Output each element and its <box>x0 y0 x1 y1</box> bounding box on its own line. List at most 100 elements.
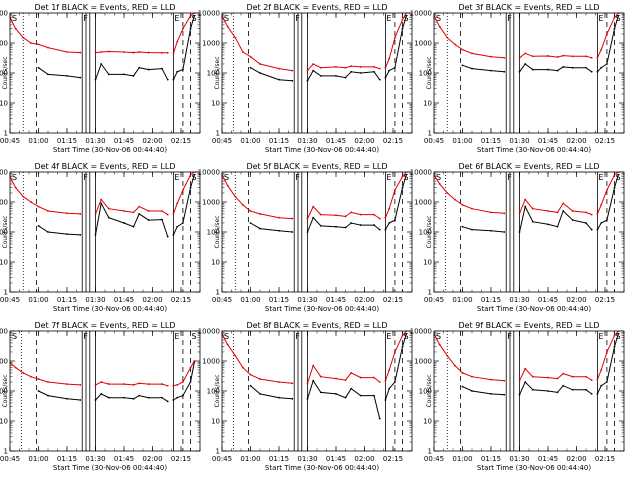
panel-title: Det 3f BLACK = Events, RED = LLD <box>458 3 599 12</box>
data-point-lld <box>401 18 404 21</box>
data-point-lld <box>234 354 237 357</box>
y-tick-label: 10000 <box>198 328 220 336</box>
marker-letter-e: E <box>386 173 391 182</box>
x-tick-label: 00:45 <box>212 455 232 463</box>
data-point-lld <box>147 210 150 212</box>
y-tick-label: 10 <box>423 100 432 108</box>
data-point-events <box>189 381 192 383</box>
data-point-events <box>47 394 49 397</box>
x-tick-label: 01:00 <box>452 137 472 145</box>
data-point-lld <box>79 383 82 386</box>
data-point-lld <box>123 383 125 385</box>
plot-frame <box>221 12 413 134</box>
data-point-lld <box>454 43 456 46</box>
data-point-lld <box>596 213 599 215</box>
y-tick-label: 10000 <box>410 169 432 177</box>
data-point-events <box>291 397 294 400</box>
x-tick-label: 01:30 <box>297 296 317 304</box>
data-point-events <box>461 64 464 67</box>
x-tick-label: 00:45 <box>424 296 444 304</box>
marker-letter-e: E <box>386 14 391 23</box>
data-point-lld <box>107 207 110 210</box>
data-point-events <box>94 399 97 401</box>
data-point-events <box>37 66 40 69</box>
data-point-events <box>306 79 309 82</box>
data-point-events <box>405 333 408 335</box>
data-point-lld <box>454 364 456 367</box>
data-point-lld <box>172 52 175 55</box>
data-point-lld <box>562 372 565 375</box>
data-point-events <box>47 231 49 233</box>
x-tick-label: 01:30 <box>297 455 317 463</box>
data-point-lld <box>176 40 179 43</box>
x-tick-label: 01:00 <box>240 455 260 463</box>
y-tick-label: 1 <box>216 130 220 138</box>
data-point-lld <box>161 383 163 385</box>
data-point-lld <box>388 57 391 60</box>
data-point-events <box>518 393 521 396</box>
y-tick-label: 10000 <box>198 10 220 18</box>
y-tick-label: 1 <box>4 289 8 297</box>
y-tick-label: 1000 <box>414 40 432 48</box>
data-point-events <box>319 391 322 394</box>
data-point-events <box>193 15 196 17</box>
data-point-lld <box>312 364 315 367</box>
data-point-lld <box>306 217 309 220</box>
y-tick-label: 100 <box>0 388 8 396</box>
data-point-lld <box>388 369 391 371</box>
panel-title: Det 5f BLACK = Events, RED = LLD <box>246 162 387 171</box>
data-point-lld <box>585 55 587 58</box>
y-tick-label: 1000 <box>0 358 8 366</box>
marker-letter-e: E <box>174 332 179 341</box>
data-point-lld <box>234 195 237 198</box>
data-point-events <box>613 186 616 189</box>
data-point-lld <box>226 25 229 28</box>
data-point-lld <box>547 376 549 379</box>
x-axis-label: Start Time (30-Nov-06 00:44:40) <box>265 305 379 313</box>
data-point-lld <box>94 213 97 215</box>
x-tick-label: 01:45 <box>538 296 558 304</box>
data-point-lld <box>571 55 574 58</box>
data-point-events <box>278 78 280 81</box>
marker-letter-start: S <box>436 14 441 23</box>
y-tick-label: 1000 <box>0 199 8 207</box>
data-point-events <box>585 222 587 224</box>
data-point-events <box>606 219 608 221</box>
data-point-events <box>344 226 347 229</box>
panel-det-9: Det 9f BLACK = Events, RED = LLD Counts/s… <box>410 321 625 472</box>
marker-letter-f: F <box>507 14 512 23</box>
data-point-events <box>590 70 593 73</box>
data-point-events <box>378 78 381 81</box>
data-point-events <box>319 224 322 227</box>
data-point-events <box>344 396 347 399</box>
data-point-lld <box>37 43 40 46</box>
data-point-lld <box>335 65 337 68</box>
panel-title: Det 7f BLACK = Events, RED = LLD <box>34 321 175 330</box>
data-point-events <box>278 229 280 232</box>
data-point-lld <box>384 66 387 69</box>
data-point-lld <box>278 216 280 219</box>
data-point-events <box>585 388 587 391</box>
data-point-lld <box>394 351 396 353</box>
data-point-events <box>37 390 40 392</box>
data-point-lld <box>319 213 322 216</box>
x-tick-label: 02:15 <box>595 137 615 145</box>
y-axis-label: Counts/sec <box>2 56 9 89</box>
data-point-events <box>531 388 534 391</box>
data-point-events <box>259 227 261 230</box>
data-point-events <box>189 186 192 189</box>
data-point-events <box>571 388 574 391</box>
x-tick-label: 01:45 <box>114 455 134 463</box>
data-point-lld <box>590 213 593 216</box>
x-axis-label: Start Time (30-Nov-06 00:44:40) <box>477 464 591 472</box>
marker-letter-start: S <box>12 332 17 341</box>
y-tick-label: 10 <box>211 100 220 108</box>
data-point-lld <box>401 334 404 337</box>
data-point-events <box>161 218 163 221</box>
data-point-lld <box>461 48 464 51</box>
data-point-lld <box>22 195 25 198</box>
data-point-lld <box>79 51 82 54</box>
data-point-lld <box>401 175 404 178</box>
data-point-lld <box>556 211 559 214</box>
y-axis-label: Counts/sec <box>426 215 433 248</box>
